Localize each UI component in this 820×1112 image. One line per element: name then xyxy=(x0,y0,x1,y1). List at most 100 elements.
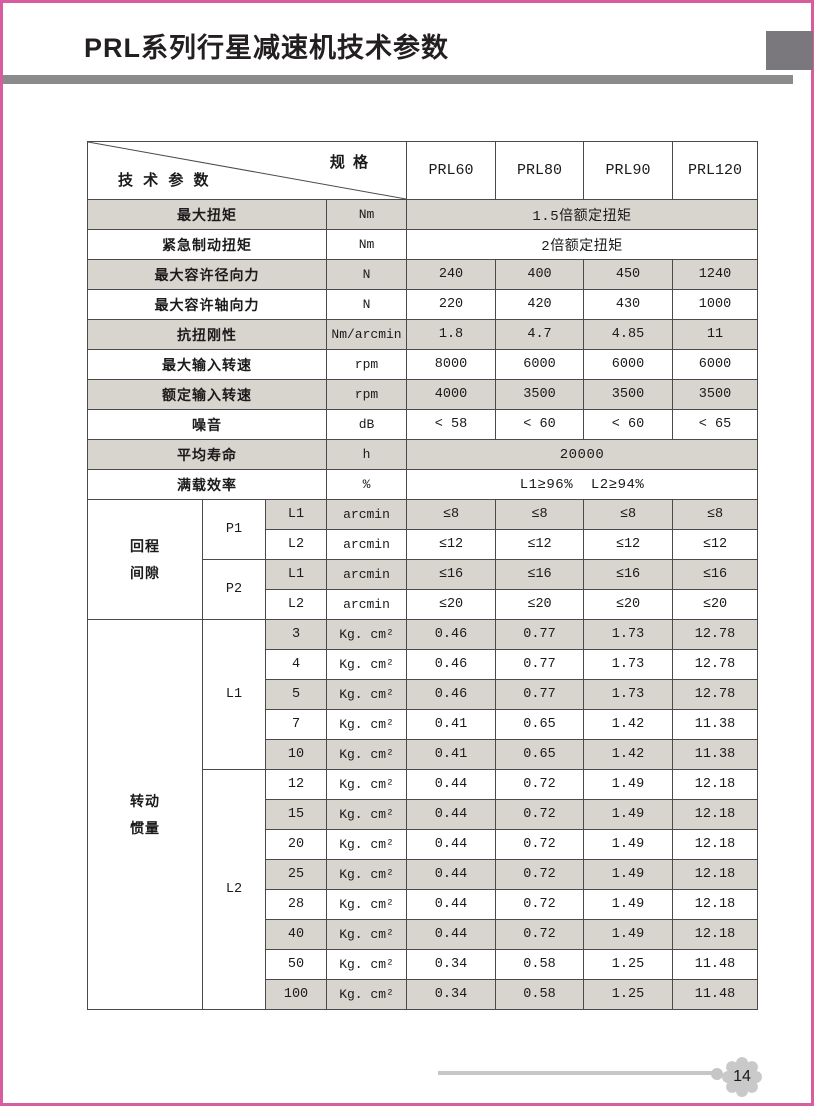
value-cell: 6000 xyxy=(583,349,673,380)
unit-cell: Nm xyxy=(326,229,407,260)
value-cell: 400 xyxy=(495,259,584,290)
unit-cell: Kg. cm² xyxy=(326,919,407,950)
value-cell: < 60 xyxy=(583,409,673,440)
value-cell: 11.38 xyxy=(672,709,758,740)
param-label-cell: 平均寿命 xyxy=(87,439,327,470)
value-cell: 240 xyxy=(406,259,496,290)
table-row: 紧急制动扭矩 Nm 2倍额定扭矩 xyxy=(87,229,758,260)
table-row: 5 Kg. cm² 0.46 0.77 1.73 12.78 xyxy=(88,679,758,710)
ratio-cell: 4 xyxy=(265,649,327,680)
param-label-cell: 紧急制动扭矩 xyxy=(87,229,327,260)
table-row: 20 Kg. cm² 0.44 0.72 1.49 12.18 xyxy=(88,829,758,860)
param-label-cell: 噪音 xyxy=(87,409,327,440)
param-label-cell: 最大扭矩 xyxy=(87,199,327,230)
value-cell: 1.49 xyxy=(583,799,673,830)
value-cell: 0.46 xyxy=(406,679,496,710)
param-label-cell: 满载效率 xyxy=(87,469,327,500)
param-label-cell: 最大容许径向力 xyxy=(87,259,327,290)
table-row: 转动 惯量 L1 3 Kg. cm² 0.46 0.77 1.73 12.78 xyxy=(87,619,758,1010)
value-cell: 1.49 xyxy=(583,889,673,920)
value-cell: 11.48 xyxy=(672,979,758,1010)
value-cell: 12.18 xyxy=(672,769,758,800)
table-header-row: 规 格 技 术 参 数 PRL60 PRL80 PRL90 PRL120 xyxy=(87,141,758,200)
unit-cell: % xyxy=(326,469,407,500)
value-cell: 1.49 xyxy=(583,829,673,860)
value-cell: 11.38 xyxy=(672,739,758,770)
unit-cell: Kg. cm² xyxy=(326,679,407,710)
table-row: 4 Kg. cm² 0.46 0.77 1.73 12.78 xyxy=(88,649,758,680)
value-cell: ≤12 xyxy=(672,529,758,560)
ratio-cell: 5 xyxy=(265,679,327,710)
value-cell: 0.41 xyxy=(406,739,496,770)
table-row: 15 Kg. cm² 0.44 0.72 1.49 12.18 xyxy=(88,799,758,830)
value-cell: 0.46 xyxy=(406,619,496,650)
value-cell: < 58 xyxy=(406,409,496,440)
unit-cell: Kg. cm² xyxy=(326,889,407,920)
footer-rule-dot xyxy=(711,1068,723,1080)
value-cell: ≤8 xyxy=(495,499,584,530)
value-cell: 1.73 xyxy=(583,649,673,680)
table-row: 最大容许径向力 N 240 400 450 1240 xyxy=(87,259,758,290)
unit-cell: arcmin xyxy=(326,589,407,620)
unit-cell: rpm xyxy=(326,349,407,380)
ratio-cell: 15 xyxy=(265,799,327,830)
value-cell: 1.73 xyxy=(583,619,673,650)
value-cell: 1.73 xyxy=(583,679,673,710)
table-row: 40 Kg. cm² 0.44 0.72 1.49 12.18 xyxy=(88,919,758,950)
value-cell: ≤8 xyxy=(583,499,673,530)
page-number: 14 xyxy=(733,1068,751,1085)
value-cell: 1.25 xyxy=(583,949,673,980)
ratio-cell: 20 xyxy=(265,829,327,860)
value-cell: 0.65 xyxy=(495,739,584,770)
value-cell: 4000 xyxy=(406,379,496,410)
inertia-group-cell: 转动 惯量 xyxy=(87,619,203,1010)
value-cell: ≤20 xyxy=(672,589,758,620)
value-cell: 0.72 xyxy=(495,889,584,920)
table-row: 25 Kg. cm² 0.44 0.72 1.49 12.18 xyxy=(88,859,758,890)
ratio-cell: 3 xyxy=(265,619,327,650)
value-cell: 1.42 xyxy=(583,709,673,740)
backlash-grade-cell: P1 xyxy=(202,499,266,560)
spec-table: 规 格 技 术 参 数 PRL60 PRL80 PRL90 PRL120 最大扭… xyxy=(87,141,758,1010)
value-cell: 12.78 xyxy=(672,679,758,710)
inertia-stage-cell: L1 xyxy=(202,619,266,770)
table-row: 100 Kg. cm² 0.34 0.58 1.25 11.48 xyxy=(88,979,758,1010)
value-cell: 12.18 xyxy=(672,829,758,860)
level-cell: L2 xyxy=(265,529,327,560)
value-cell: 1.49 xyxy=(583,769,673,800)
value-cell: 0.72 xyxy=(495,919,584,950)
unit-cell: Kg. cm² xyxy=(326,799,407,830)
inertia-stage-cell: L2 xyxy=(202,769,266,1010)
value-cell: 12.78 xyxy=(672,649,758,680)
model-header-prl120: PRL120 xyxy=(672,141,758,200)
page-number-gear-badge: 14 xyxy=(719,1054,765,1100)
value-cell: 0.44 xyxy=(406,799,496,830)
ratio-cell: 28 xyxy=(265,889,327,920)
unit-cell: N xyxy=(326,259,407,290)
backlash-group-cell: 回程 间隙 xyxy=(87,499,203,620)
param-label-cell: 额定输入转速 xyxy=(87,379,327,410)
value-cell: 6000 xyxy=(672,349,758,380)
spec-table-body: 最大扭矩 Nm 1.5倍额定扭矩 紧急制动扭矩 Nm 2倍额定扭矩 最大容许径向力 N 240 4… xyxy=(87,199,758,1010)
table-row: 额定输入转速 rpm 4000 3500 3500 3500 xyxy=(87,379,758,410)
ratio-cell: 50 xyxy=(265,949,327,980)
value-cell: 1240 xyxy=(672,259,758,290)
level-cell: L2 xyxy=(265,589,327,620)
diagonal-line xyxy=(88,142,406,199)
value-cell: 1.25 xyxy=(583,979,673,1010)
value-cell: 450 xyxy=(583,259,673,290)
ratio-cell: 40 xyxy=(265,919,327,950)
value-cell: 220 xyxy=(406,289,496,320)
table-row: 噪音 dB < 58 < 60 < 60 < 65 xyxy=(87,409,758,440)
value-cell: 0.58 xyxy=(495,979,584,1010)
merged-value-cell: 20000 xyxy=(406,439,758,470)
unit-cell: Kg. cm² xyxy=(326,949,407,980)
value-cell: 3500 xyxy=(672,379,758,410)
value-cell: ≤16 xyxy=(406,559,496,590)
value-cell: 4.85 xyxy=(583,319,673,350)
value-cell: 0.44 xyxy=(406,889,496,920)
merged-value-cell: 1.5倍额定扭矩 xyxy=(406,199,758,230)
param-label-cell: 抗扭刚性 xyxy=(87,319,327,350)
table-row: 最大容许轴向力 N 220 420 430 1000 xyxy=(87,289,758,320)
